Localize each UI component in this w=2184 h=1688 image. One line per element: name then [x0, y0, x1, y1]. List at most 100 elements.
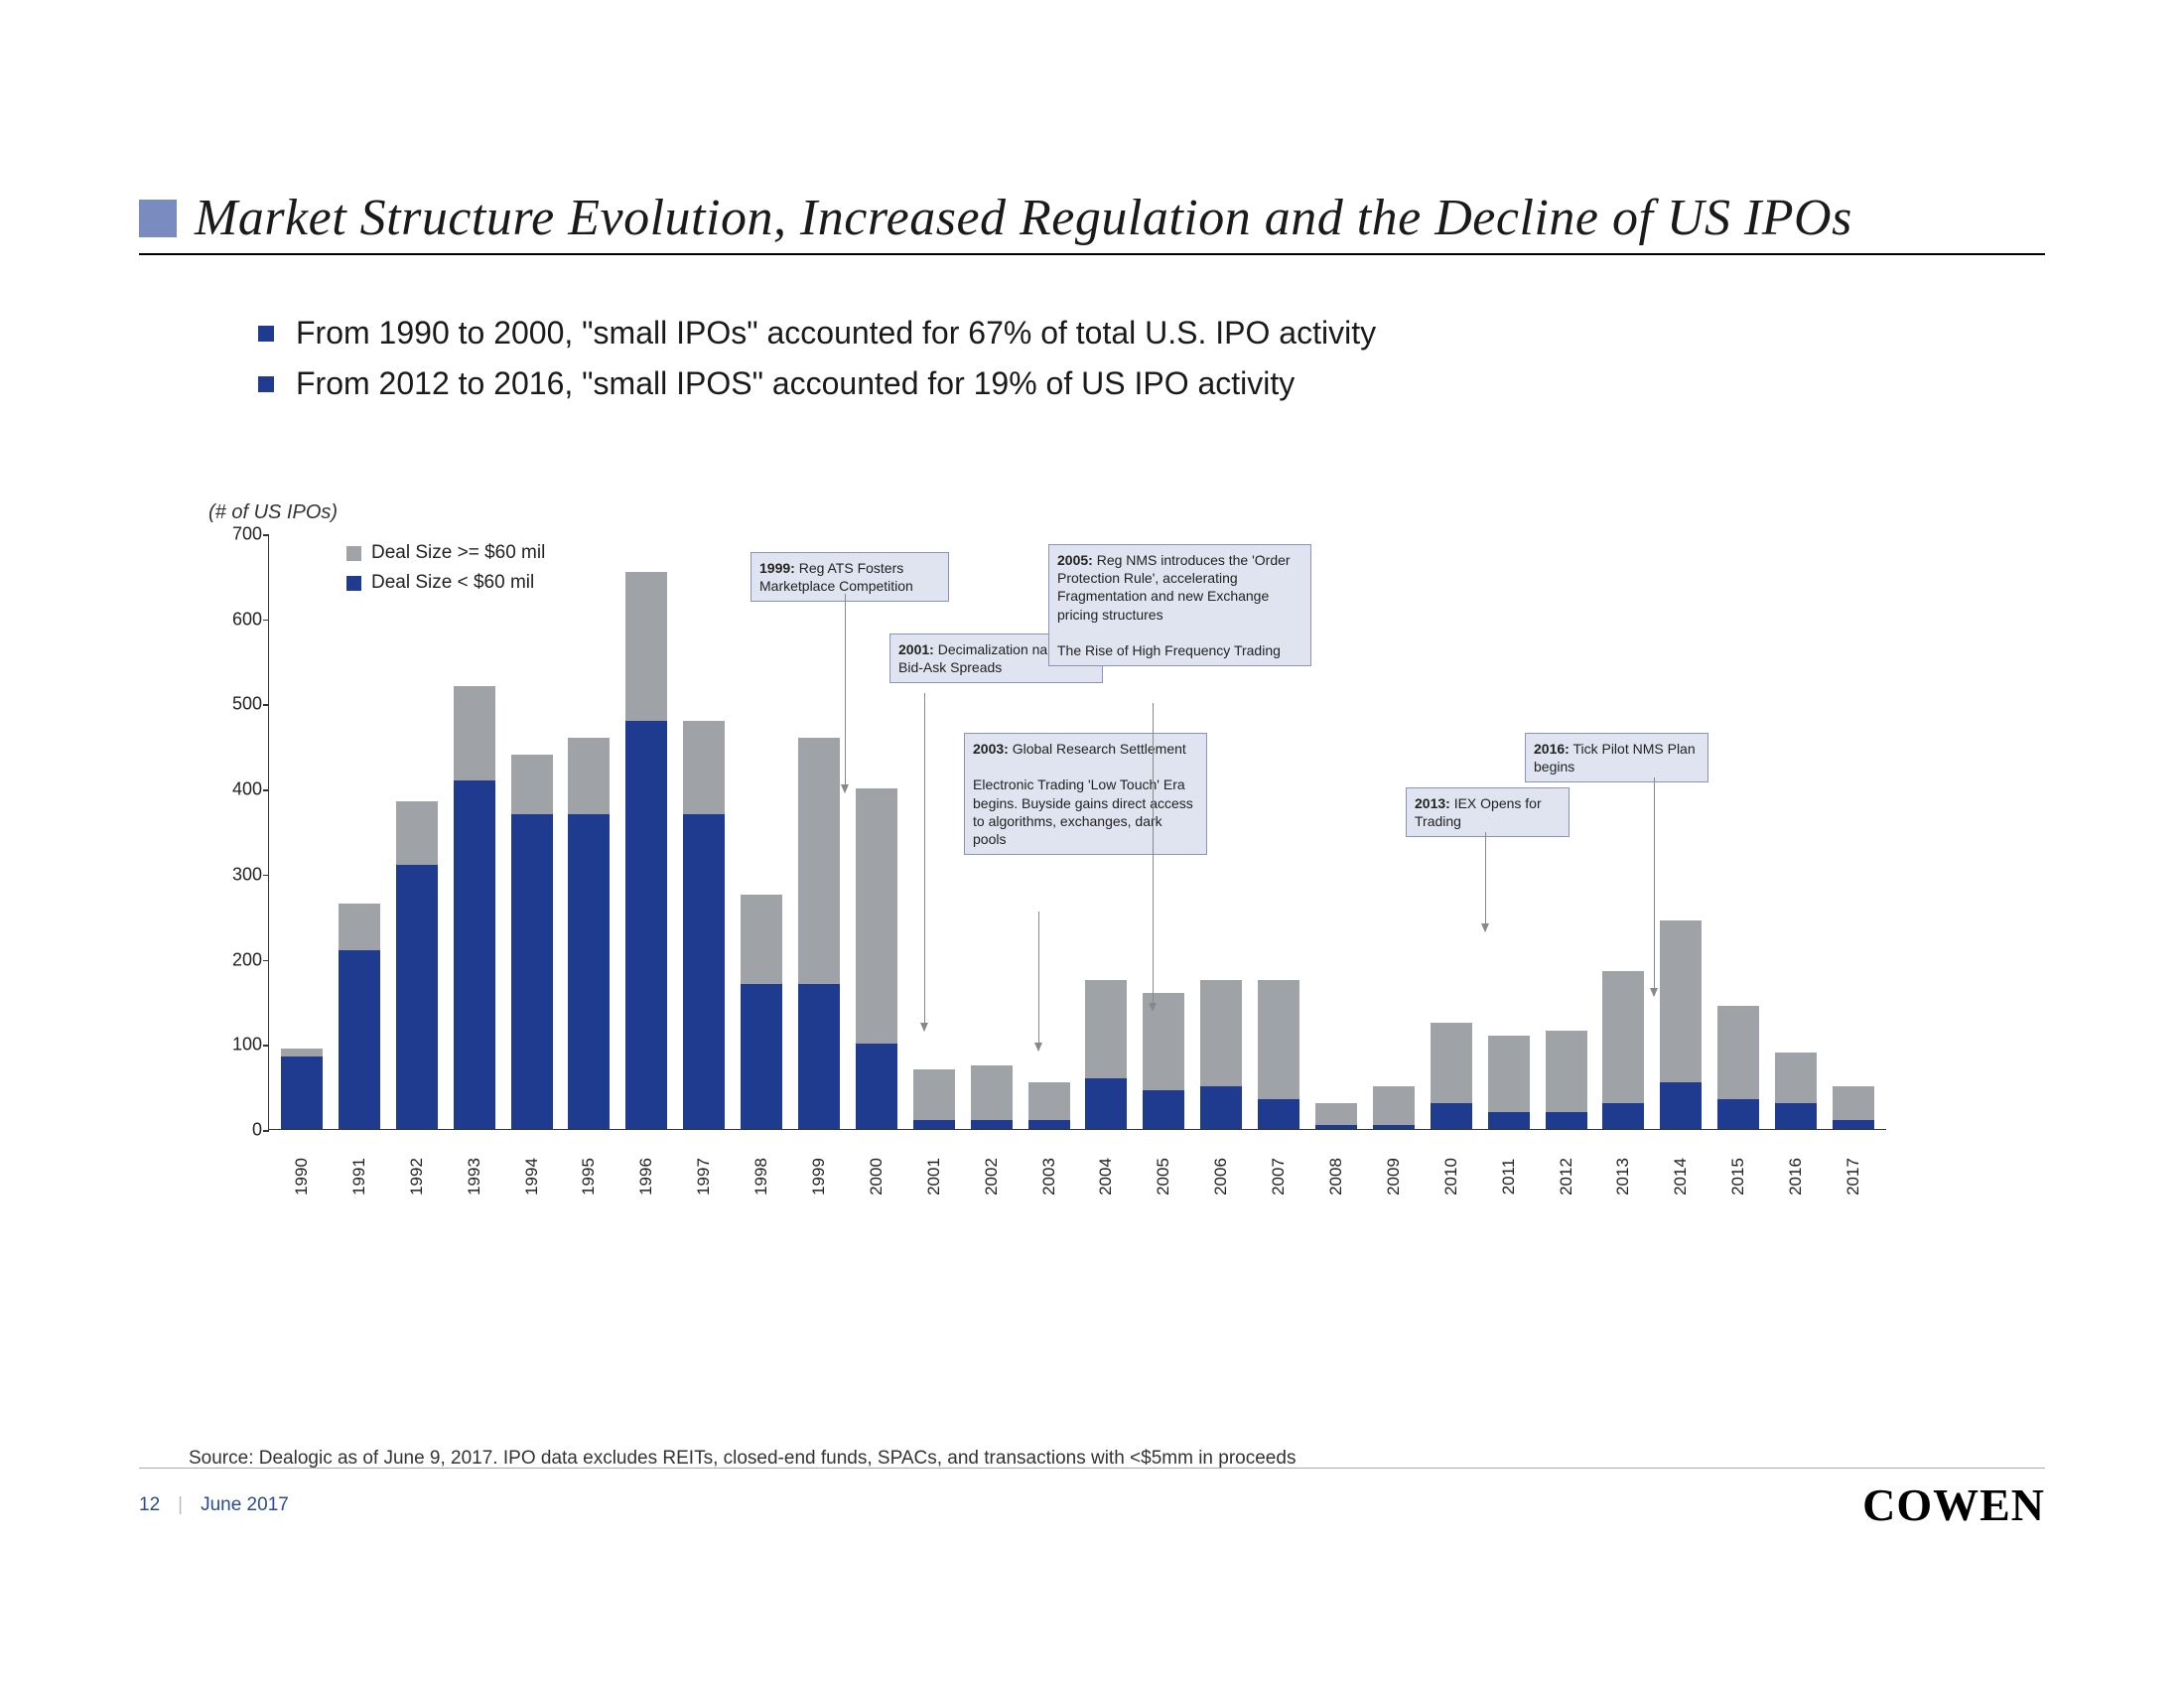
- x-tick-label: 2001: [924, 1156, 944, 1197]
- bar-segment-large: [683, 721, 725, 814]
- bar-1991: [339, 904, 380, 1129]
- bar-segment-small: [1717, 1099, 1759, 1129]
- bar-2007: [1258, 980, 1299, 1129]
- bar-2011: [1488, 1036, 1530, 1129]
- bar-2016: [1775, 1053, 1817, 1129]
- bar-segment-large: [971, 1065, 1013, 1121]
- bar-segment-large: [913, 1069, 955, 1120]
- bar-segment-small: [1143, 1090, 1184, 1129]
- bar-1990: [281, 1049, 323, 1129]
- bar-2009: [1373, 1086, 1415, 1129]
- x-tick-label: 2004: [1096, 1156, 1116, 1197]
- x-tick-label: 2008: [1326, 1156, 1346, 1197]
- bar-segment-large: [568, 738, 610, 814]
- bar-1997: [683, 721, 725, 1129]
- bar-2005: [1143, 993, 1184, 1129]
- slide-title: Market Structure Evolution, Increased Re…: [195, 189, 1852, 247]
- bar-segment-small: [683, 814, 725, 1129]
- x-tick-label: 1994: [522, 1156, 542, 1197]
- bar-segment-small: [454, 780, 495, 1129]
- bar-segment-large: [1200, 980, 1242, 1086]
- page-number: 12: [139, 1494, 160, 1516]
- bar-segment-small: [625, 721, 667, 1129]
- y-tick-label: 700: [214, 524, 262, 545]
- bullet-text: From 1990 to 2000, "small IPOs" accounte…: [296, 315, 1376, 352]
- bar-segment-small: [1602, 1103, 1644, 1129]
- callout-arrow: [1038, 912, 1039, 1051]
- bar-segment-large: [1775, 1053, 1817, 1103]
- x-tick-label: 1996: [636, 1156, 656, 1197]
- callout-arrow: [1654, 777, 1655, 996]
- bullet-square-icon: [258, 376, 274, 392]
- callout-arrow: [845, 594, 846, 792]
- x-tick-label: 2011: [1499, 1156, 1519, 1197]
- bullet-item: From 1990 to 2000, "small IPOs" accounte…: [258, 315, 2045, 352]
- bar-2017: [1833, 1086, 1874, 1129]
- bar-2012: [1546, 1031, 1587, 1129]
- bar-segment-large: [396, 801, 438, 865]
- bar-segment-large: [454, 686, 495, 779]
- callout-c2013: 2013: IEX Opens for Trading: [1406, 787, 1570, 837]
- bar-segment-large: [1833, 1086, 1874, 1120]
- bar-segment-small: [971, 1120, 1013, 1129]
- bar-segment-large: [625, 572, 667, 721]
- bar-segment-small: [1258, 1099, 1299, 1129]
- cowen-logo: COWEN: [1862, 1478, 2045, 1531]
- bar-segment-large: [856, 788, 897, 1044]
- x-tick-label: 2009: [1384, 1156, 1404, 1197]
- bar-2014: [1660, 920, 1702, 1129]
- x-tick-label: 2014: [1671, 1156, 1691, 1197]
- bar-segment-small: [1028, 1120, 1070, 1129]
- bar-segment-large: [1028, 1082, 1070, 1121]
- bar-2004: [1085, 980, 1127, 1129]
- bar-segment-small: [741, 984, 782, 1129]
- bar-segment-small: [511, 814, 553, 1129]
- callout-c2005: 2005: Reg NMS introduces the 'Order Prot…: [1048, 544, 1311, 666]
- x-tick-label: 1999: [809, 1156, 829, 1197]
- x-tick-label: 2007: [1269, 1156, 1289, 1197]
- bar-1994: [511, 755, 553, 1129]
- bar-segment-large: [1373, 1086, 1415, 1125]
- bar-segment-small: [1660, 1082, 1702, 1129]
- bar-segment-small: [1431, 1103, 1472, 1129]
- callout-arrow: [1153, 703, 1154, 1011]
- x-tick-label: 1998: [751, 1156, 771, 1197]
- bar-segment-small: [1488, 1112, 1530, 1129]
- y-tick-label: 100: [214, 1035, 262, 1055]
- bar-segment-large: [1488, 1036, 1530, 1112]
- bar-2000: [856, 788, 897, 1129]
- bar-2008: [1315, 1103, 1357, 1129]
- bar-segment-small: [798, 984, 840, 1129]
- x-tick-label: 2005: [1154, 1156, 1173, 1197]
- bar-segment-small: [913, 1120, 955, 1129]
- bar-2003: [1028, 1082, 1070, 1129]
- callout-c2003: 2003: Global Research SettlementElectron…: [964, 733, 1207, 855]
- bar-2001: [913, 1069, 955, 1129]
- x-tick-label: 2017: [1843, 1156, 1863, 1197]
- x-tick-label: 2000: [867, 1156, 887, 1197]
- bar-segment-large: [1431, 1023, 1472, 1103]
- bar-segment-small: [1085, 1078, 1127, 1129]
- bar-segment-large: [1717, 1006, 1759, 1099]
- x-tick-label: 1991: [349, 1156, 369, 1197]
- callout-c2016: 2016: Tick Pilot NMS Plan begins: [1525, 733, 1708, 782]
- bar-segment-large: [1660, 920, 1702, 1082]
- bar-2015: [1717, 1006, 1759, 1129]
- bar-segment-small: [1546, 1112, 1587, 1129]
- bar-1993: [454, 686, 495, 1129]
- bar-segment-large: [511, 755, 553, 814]
- x-tick-label: 1995: [579, 1156, 599, 1197]
- y-tick-label: 300: [214, 864, 262, 885]
- bar-segment-small: [1833, 1120, 1874, 1129]
- x-tick-label: 2010: [1441, 1156, 1461, 1197]
- slide-content: Market Structure Evolution, Increased Re…: [139, 189, 2045, 1559]
- bar-segment-large: [339, 904, 380, 950]
- x-tick-label: 1992: [407, 1156, 427, 1197]
- title-row: Market Structure Evolution, Increased Re…: [139, 189, 2045, 255]
- ipo-chart: Deal Size >= $60 mil Deal Size < $60 mil…: [208, 534, 1916, 1180]
- footer-separator: |: [178, 1494, 183, 1516]
- bar-1998: [741, 895, 782, 1129]
- bar-segment-small: [856, 1044, 897, 1129]
- x-tick-label: 1997: [694, 1156, 714, 1197]
- bar-2002: [971, 1065, 1013, 1129]
